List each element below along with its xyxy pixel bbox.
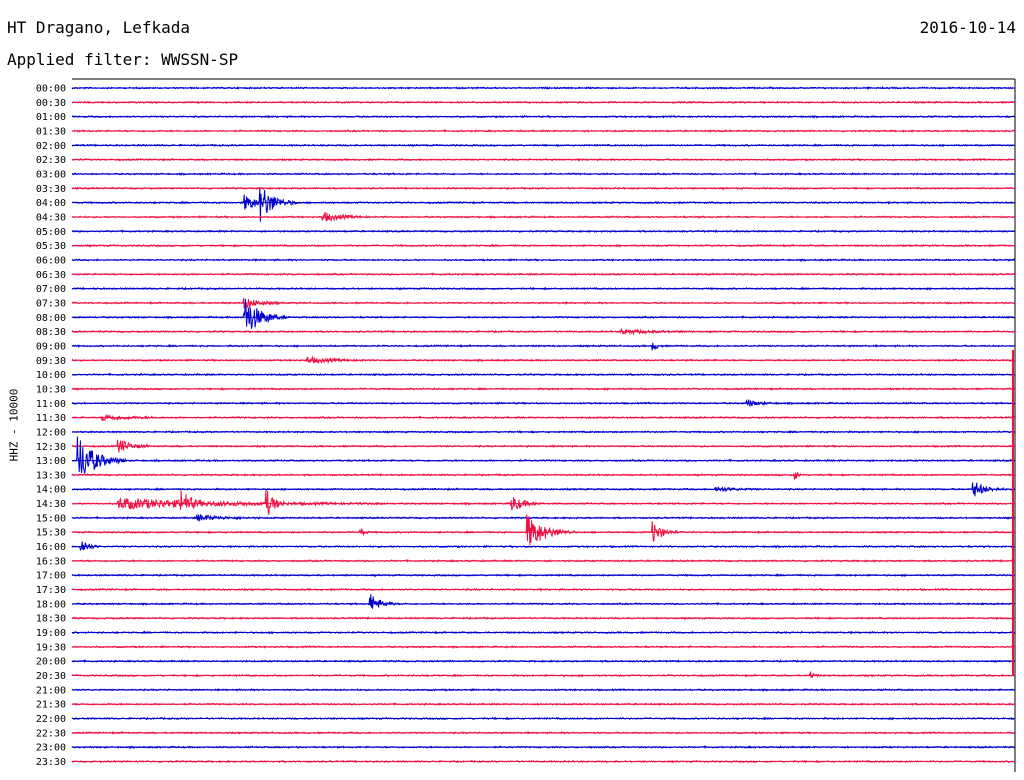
row-label: 16:30 [36,556,66,567]
row-label: 23:00 [36,743,66,754]
row-label: 01:00 [36,112,66,123]
row-label: 13:30 [36,470,66,481]
row-label: 03:00 [36,169,66,180]
trace-group [71,85,1016,764]
trace-row [71,671,1015,679]
row-label: 03:30 [36,184,66,195]
trace-row [71,471,1015,481]
row-label: 09:30 [36,356,66,367]
row-label: 22:30 [36,728,66,739]
row-label: 18:30 [36,614,66,625]
filter-label: Applied filter: WWSSN-SP [7,50,239,69]
row-label: 02:30 [36,155,66,166]
trace-row [71,514,1016,546]
row-label: 22:00 [36,714,66,725]
row-label: 14:00 [36,485,66,496]
row-label: 10:30 [36,384,66,395]
row-label: 00:00 [36,84,66,95]
row-label: 11:30 [36,413,66,424]
row-label: 08:30 [36,327,66,338]
row-label: 05:00 [36,227,66,238]
row-label: 11:00 [36,399,66,410]
row-label: 04:30 [36,212,66,223]
row-label-group: 00:00 00:30 01:00 01:30 02:00 02:30 03:00 03:30… [36,84,66,769]
row-label: 02:00 [36,141,66,152]
row-label: 08:00 [36,313,66,324]
row-label: 20:30 [36,671,66,682]
row-label: 21:00 [36,685,66,696]
row-label: 12:00 [36,427,66,438]
row-label: 14:30 [36,499,66,510]
trace-row [71,541,1015,552]
row-label: 13:00 [36,456,66,467]
trace-row [71,342,1015,351]
row-label: 05:30 [36,241,66,252]
row-label: 04:00 [36,198,66,209]
row-label: 15:30 [36,528,66,539]
row-label: 16:00 [36,542,66,553]
trace-row [71,594,1015,609]
row-label: 19:00 [36,628,66,639]
row-label: 07:30 [36,298,66,309]
row-label: 06:00 [36,255,66,266]
row-label: 19:30 [36,642,66,653]
row-label: 10:00 [36,370,66,381]
row-label: 09:00 [36,341,66,352]
row-label: 20:00 [36,657,66,668]
date-label: 2016-10-14 [919,18,1016,37]
row-label: 12:30 [36,442,66,453]
trace-row [71,490,1015,515]
row-label: 01:30 [36,126,66,137]
station-title: HT Dragano, Lefkada [7,18,191,37]
row-label: 21:30 [36,700,66,711]
row-label: 07:00 [36,284,66,295]
row-label: 18:00 [36,599,66,610]
row-label: 17:30 [36,585,66,596]
trace-row [71,436,1016,474]
row-label: 23:30 [36,757,66,768]
row-label: 17:00 [36,571,66,582]
row-label: 15:00 [36,513,66,524]
row-label: 06:30 [36,270,66,281]
row-label: 00:30 [36,98,66,109]
